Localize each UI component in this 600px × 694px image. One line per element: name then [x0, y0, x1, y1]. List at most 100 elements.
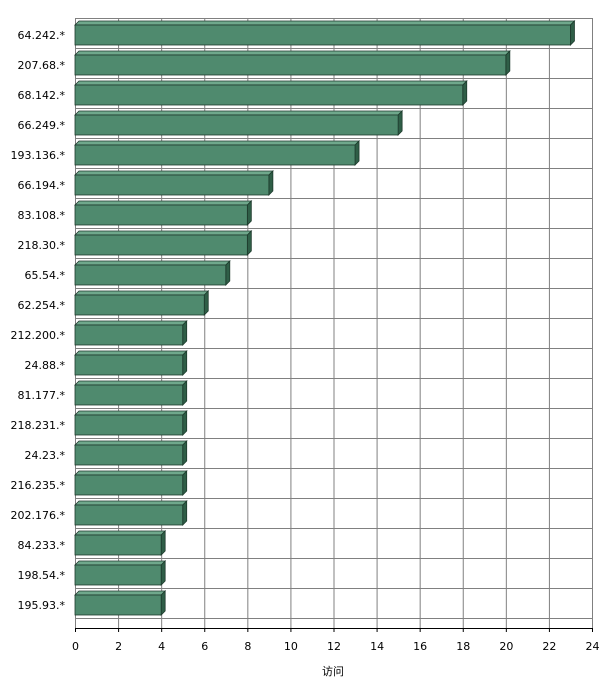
- bar: [74, 80, 468, 106]
- bar-top-face: [74, 380, 188, 386]
- x-axis: 0 2 4 6 8 10 12 14 16 18 20 22 24: [72, 628, 600, 653]
- bar-side-face: [182, 350, 188, 376]
- category-label: 66.249.*: [18, 119, 66, 132]
- category-label: 83.108.*: [18, 209, 66, 222]
- bar-side-face: [246, 230, 252, 256]
- bar-top-face: [74, 410, 188, 416]
- bar-top-face: [74, 590, 167, 596]
- x-axis-label: 访问: [322, 665, 344, 678]
- bar-side-face: [268, 170, 274, 196]
- bar-top-face: [74, 170, 274, 176]
- category-label: 62.254.*: [18, 299, 66, 312]
- bar-side-face: [160, 590, 166, 616]
- bar: [74, 560, 167, 586]
- bar-side-face: [397, 110, 403, 136]
- category-label: 84.233.*: [18, 539, 66, 552]
- x-tick-label: 22: [542, 640, 556, 653]
- bar-side-face: [182, 410, 188, 436]
- bar: [74, 20, 576, 46]
- category-label: 65.54.*: [25, 269, 66, 282]
- x-tick-label: 10: [284, 640, 298, 653]
- bar-top-face: [74, 500, 188, 506]
- bar: [74, 380, 188, 406]
- bar: [74, 410, 188, 436]
- category-labels: 64.242.* 207.68.* 68.142.* 66.249.* 193.136.…: [11, 29, 66, 612]
- x-tick-label: 20: [499, 640, 513, 653]
- x-tick-label: 14: [370, 640, 384, 653]
- bar-top-face: [74, 260, 231, 266]
- bar-top-face: [74, 290, 210, 296]
- x-tick-label: 6: [201, 640, 208, 653]
- category-label: 193.136.*: [11, 149, 66, 162]
- bar-front-face: [74, 594, 162, 616]
- bar-front-face: [74, 54, 507, 76]
- bar: [74, 530, 167, 556]
- category-label: 81.177.*: [18, 389, 66, 402]
- category-label: 66.194.*: [18, 179, 66, 192]
- bar-top-face: [74, 200, 253, 206]
- bar-side-face: [505, 50, 511, 76]
- bar-front-face: [74, 264, 227, 286]
- x-tick-label: 8: [244, 640, 251, 653]
- category-label: 24.23.*: [25, 449, 66, 462]
- bar-front-face: [74, 24, 571, 46]
- bar-side-face: [182, 380, 188, 406]
- x-tick-label: 0: [72, 640, 79, 653]
- category-label: 212.200.*: [11, 329, 66, 342]
- bar-top-face: [74, 440, 188, 446]
- bar: [74, 200, 253, 226]
- bar-front-face: [74, 414, 184, 436]
- bar-top-face: [74, 320, 188, 326]
- category-label: 207.68.*: [18, 59, 66, 72]
- bar: [74, 50, 511, 76]
- bar-side-face: [160, 530, 166, 556]
- bar-front-face: [74, 564, 162, 586]
- category-label: 64.242.*: [18, 29, 66, 42]
- bar-top-face: [74, 20, 576, 26]
- bar-front-face: [74, 84, 464, 106]
- bar-side-face: [182, 500, 188, 526]
- bar: [74, 110, 404, 136]
- bar-front-face: [74, 144, 356, 166]
- bar-front-face: [74, 504, 184, 526]
- bar: [74, 140, 361, 166]
- bar-top-face: [74, 350, 188, 356]
- category-label: 195.93.*: [18, 599, 66, 612]
- category-label: 202.176.*: [11, 509, 66, 522]
- bar-top-face: [74, 560, 167, 566]
- bar: [74, 170, 274, 196]
- x-tick-label: 18: [456, 640, 470, 653]
- bar-side-face: [182, 320, 188, 346]
- bar-front-face: [74, 174, 270, 196]
- category-label: 198.54.*: [18, 569, 66, 582]
- bar-top-face: [74, 470, 188, 476]
- bar-side-face: [203, 290, 209, 316]
- category-label: 24.88.*: [25, 359, 66, 372]
- bar-side-face: [225, 260, 231, 286]
- category-label: 68.142.*: [18, 89, 66, 102]
- bar: [74, 290, 210, 316]
- bar-front-face: [74, 294, 205, 316]
- x-tick-label: 12: [327, 640, 341, 653]
- bar-side-face: [354, 140, 360, 166]
- x-tick-label: 4: [158, 640, 165, 653]
- bar: [74, 500, 188, 526]
- bar-front-face: [74, 324, 184, 346]
- bar-top-face: [74, 230, 253, 236]
- bar: [74, 320, 188, 346]
- bars: [74, 20, 576, 616]
- bar-top-face: [74, 140, 361, 146]
- category-label: 216.235.*: [11, 479, 66, 492]
- bar: [74, 590, 167, 616]
- bar-side-face: [570, 20, 575, 46]
- x-tick-label: 16: [413, 640, 427, 653]
- bar-top-face: [74, 80, 468, 86]
- bar-side-face: [246, 200, 252, 226]
- bar-side-face: [160, 560, 166, 586]
- bar-top-face: [74, 110, 404, 116]
- bar: [74, 440, 188, 466]
- bar-front-face: [74, 444, 184, 466]
- bar-front-face: [74, 114, 399, 136]
- bar-front-face: [74, 384, 184, 406]
- bar: [74, 350, 188, 376]
